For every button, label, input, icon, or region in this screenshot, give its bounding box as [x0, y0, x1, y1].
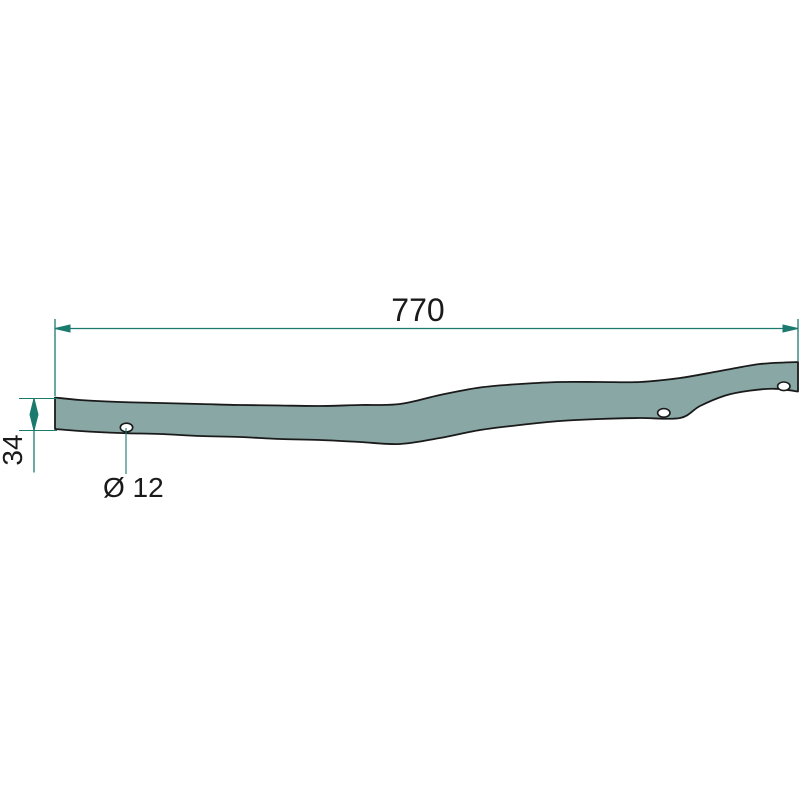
svg-text:770: 770 — [391, 292, 444, 328]
svg-text:34: 34 — [0, 434, 28, 465]
svg-text:Ø 12: Ø 12 — [103, 472, 164, 503]
